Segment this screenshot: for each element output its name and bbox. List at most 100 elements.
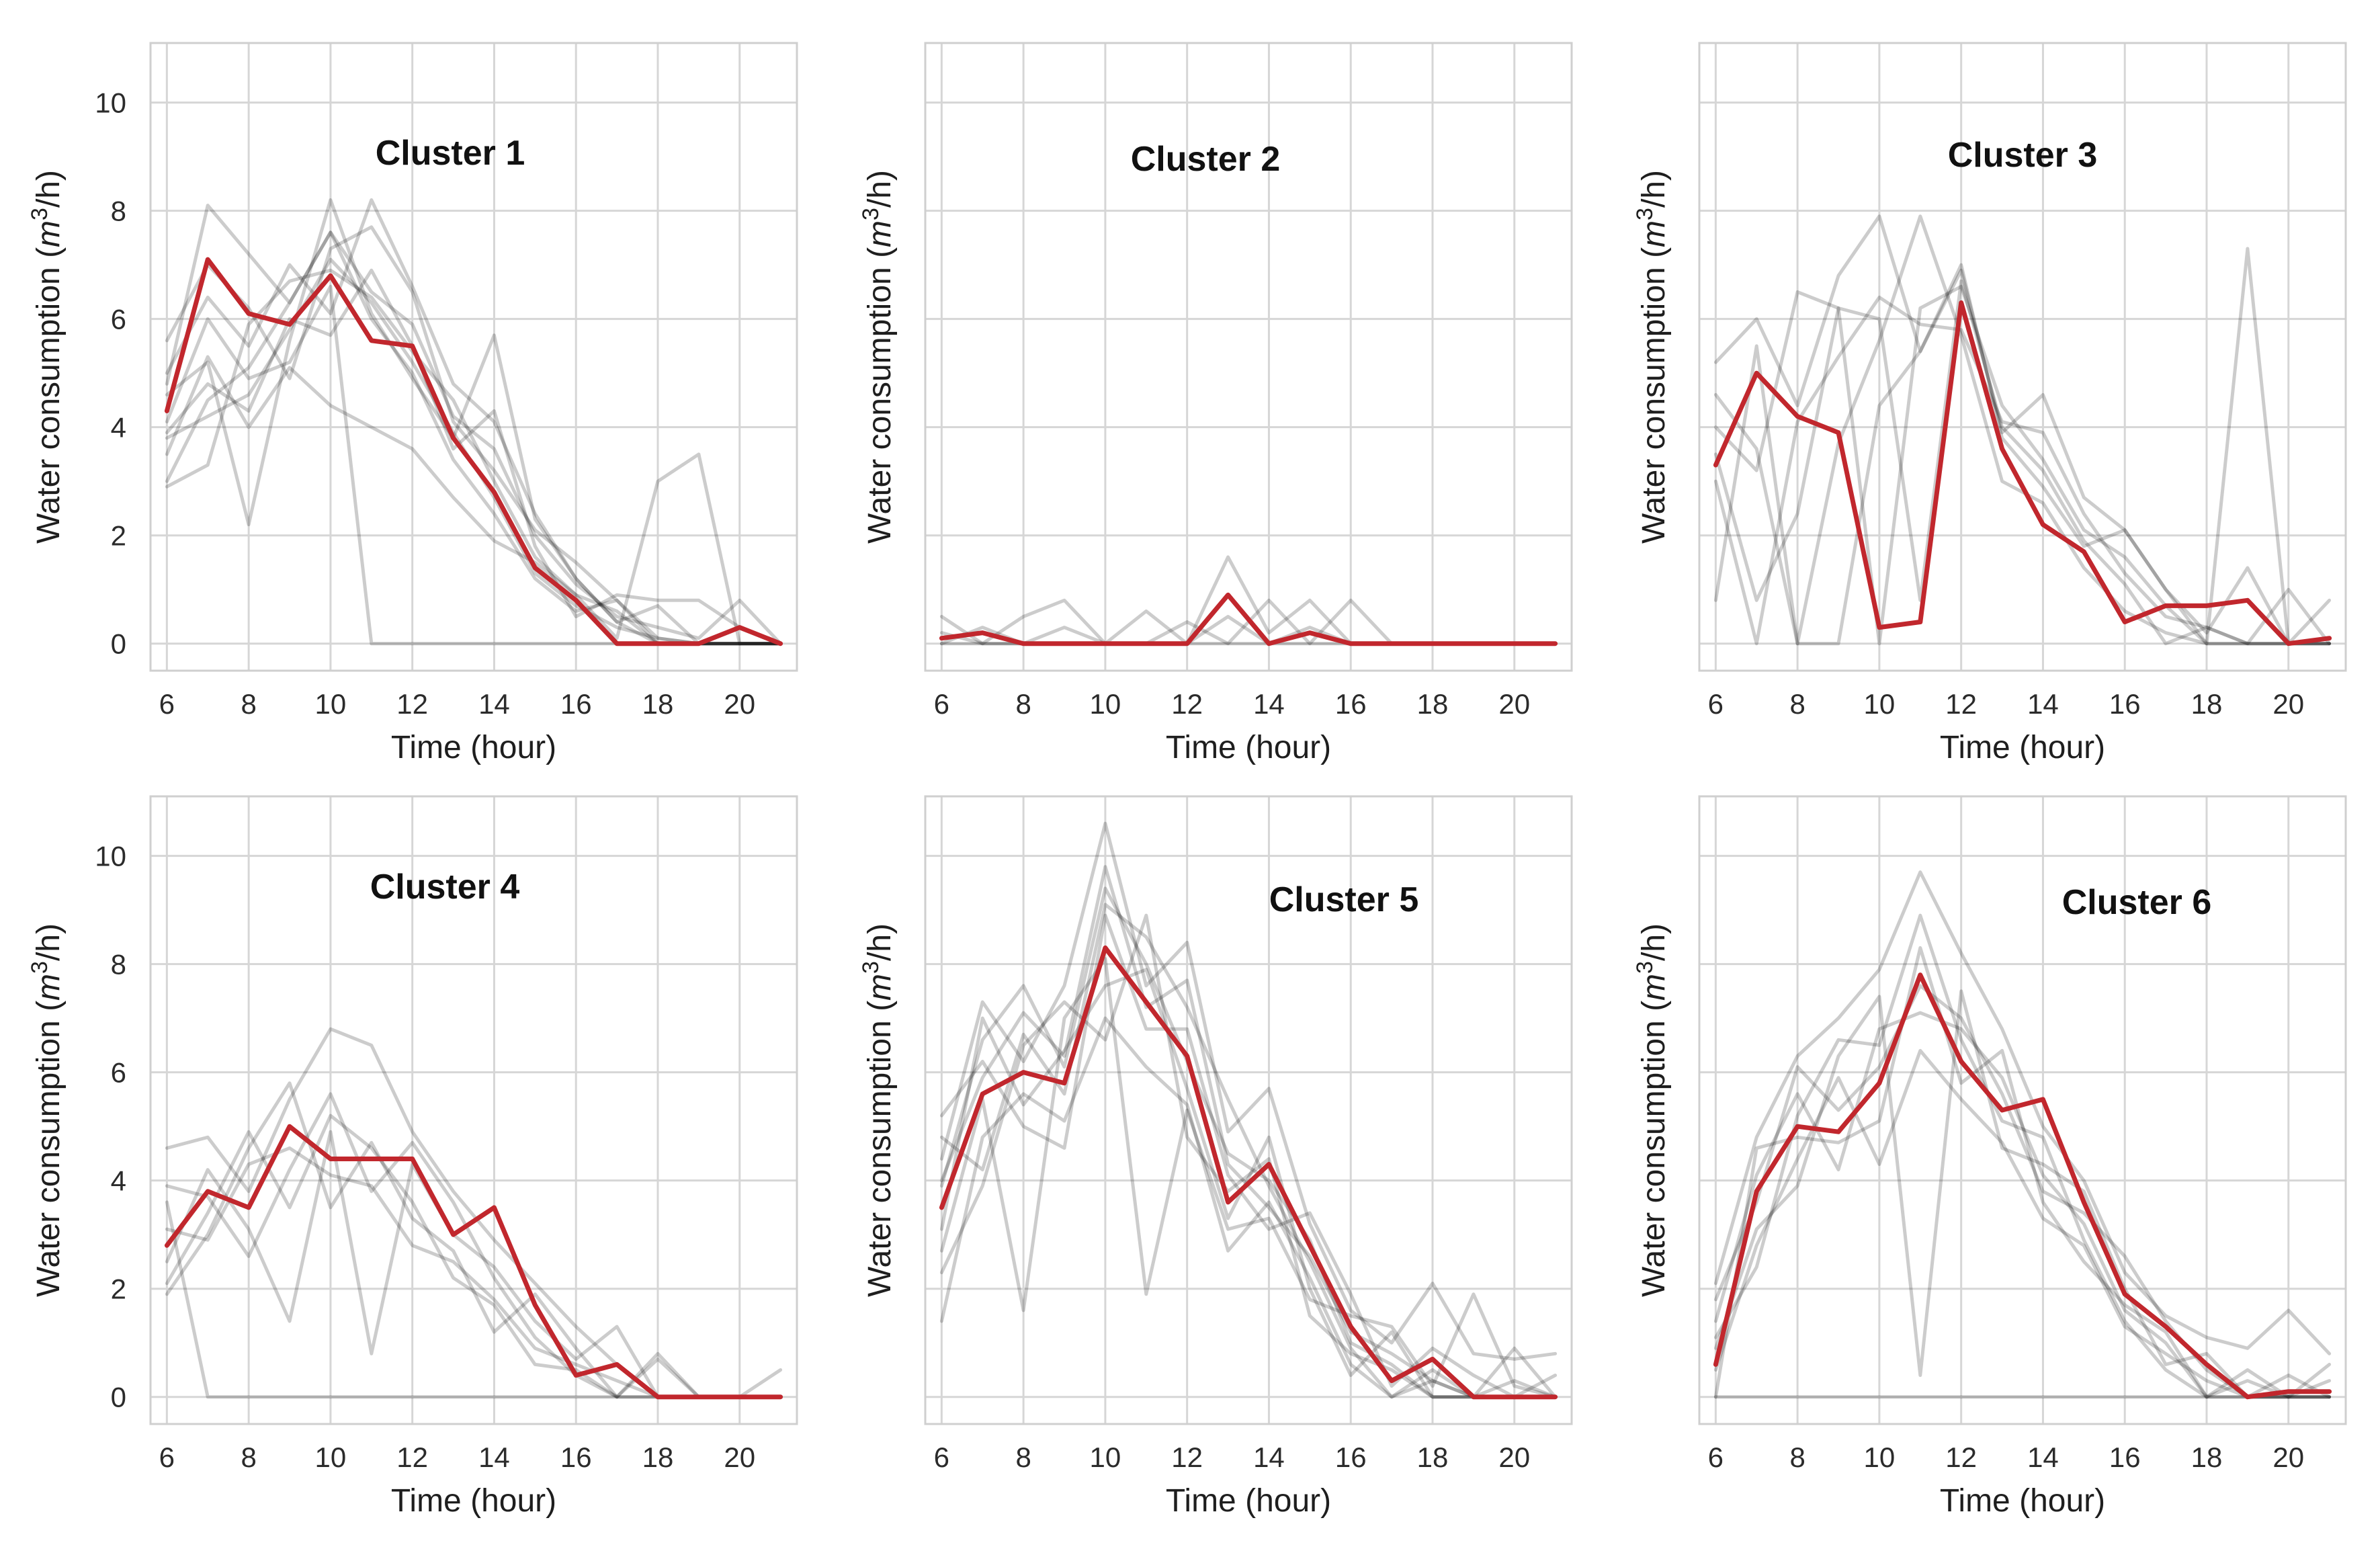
x-axis-label: Time (hour) <box>391 1483 556 1519</box>
series-line-member <box>939 913 1558 1399</box>
x-tick-label: 20 <box>2272 688 2304 720</box>
y-axis-label-suffix: /h) <box>1636 170 1672 208</box>
series-line-representative <box>1713 972 2332 1400</box>
x-tick-label: 10 <box>1864 1441 1896 1473</box>
x-tick-label: 8 <box>241 688 256 720</box>
x-tick-label: 8 <box>1015 688 1031 720</box>
x-tick-label: 12 <box>396 688 428 720</box>
x-tick-label: 16 <box>1335 688 1367 720</box>
series-line-member <box>1713 946 2332 1399</box>
y-axis-label-suffix: /h) <box>31 923 67 961</box>
series-line-representative <box>164 1124 783 1400</box>
series-line-representative <box>1713 300 2332 646</box>
x-tick-label: 18 <box>1417 688 1449 720</box>
plot-area <box>1699 43 2346 671</box>
y-axis-label-text: Water consumption ( <box>1636 1001 1672 1297</box>
x-tick-label: 14 <box>1253 688 1285 720</box>
plot-frame <box>924 42 1573 672</box>
y-axis-label: Water consumption (m3/h) <box>27 923 67 1297</box>
series-line-member <box>939 903 1558 1399</box>
y-tick-label: 10 <box>95 841 126 872</box>
y-tick-label: 4 <box>111 412 126 444</box>
y-tick-label: 6 <box>111 1057 126 1089</box>
x-tick-label: 18 <box>2191 1441 2223 1473</box>
x-tick-label: 18 <box>1417 1441 1449 1473</box>
x-tick-label: 14 <box>478 688 510 720</box>
x-tick-label: 8 <box>1015 1441 1031 1473</box>
series-line-member <box>1713 214 2332 646</box>
x-tick-label: 18 <box>642 688 674 720</box>
x-tick-label: 10 <box>1090 688 1121 720</box>
y-tick-label: 2 <box>111 1273 126 1305</box>
y-tick-label: 0 <box>111 628 126 660</box>
x-tick-label: 20 <box>724 1441 755 1473</box>
plot-area <box>151 43 797 671</box>
series-line-member <box>1713 279 2332 646</box>
y-tick-label: 8 <box>111 949 126 980</box>
series-line-representative <box>164 257 783 646</box>
x-tick-label: 16 <box>2109 1441 2141 1473</box>
series-line-member <box>165 225 783 646</box>
chart-panel-3: 6 8 10 12 14 16 18 20 Time (hour) Water consumpti… <box>1632 42 2347 765</box>
y-axis-label-exponent: 3 <box>27 208 52 220</box>
y-tick-label: 0 <box>111 1382 126 1413</box>
series-line-member <box>165 268 783 646</box>
series-line-member <box>939 1016 1558 1399</box>
x-axis-label: Time (hour) <box>1166 1483 1331 1519</box>
y-axis-label-suffix: /h) <box>1636 923 1672 961</box>
y-axis-label: Water consumption (m3/h) <box>27 170 67 544</box>
x-tick-label: 8 <box>241 1441 256 1473</box>
x-tick-label: 16 <box>2109 688 2141 720</box>
series-line-member <box>165 198 783 646</box>
x-tick-label: 14 <box>2027 688 2059 720</box>
y-axis-label-text: Water consumption ( <box>31 247 67 544</box>
x-axis-label: Time (hour) <box>1940 730 2105 765</box>
y-axis-label: Water consumption (m3/h) <box>1632 923 1672 1297</box>
series-line-member <box>1713 870 2332 1355</box>
x-tick-label: 20 <box>1498 688 1530 720</box>
y-axis-label-suffix: /h) <box>862 170 898 208</box>
x-tick-label: 6 <box>934 1441 949 1473</box>
series-line-representative <box>939 945 1558 1400</box>
grid <box>925 43 1572 671</box>
plot-area <box>925 43 1572 671</box>
x-tick-label: 20 <box>724 688 755 720</box>
x-tick-label: 16 <box>1335 1441 1367 1473</box>
plot-area <box>151 796 797 1424</box>
grid <box>925 796 1572 1424</box>
series-line-member <box>939 957 1558 1399</box>
x-tick-label: 6 <box>1708 688 1724 720</box>
series-line-member <box>1713 247 2332 646</box>
plot-frame <box>149 795 798 1425</box>
x-tick-label: 12 <box>1945 1441 1977 1473</box>
chart-panel-5: 6 8 10 12 14 16 18 20 Time (hour) Water consumpti… <box>858 795 1573 1519</box>
x-tick-label: 18 <box>642 1441 674 1473</box>
x-tick-label: 12 <box>1945 688 1977 720</box>
series-line-member <box>1713 1048 2332 1399</box>
y-axis-label-unit: m <box>1636 974 1672 1001</box>
y-axis-label-text: Water consumption ( <box>1636 247 1672 544</box>
series-line-member <box>939 886 1558 1399</box>
y-axis-label-exponent: 3 <box>858 961 884 974</box>
grid <box>151 796 797 1424</box>
x-tick-label: 12 <box>1171 688 1203 720</box>
x-tick-label: 16 <box>560 688 592 720</box>
x-tick-label: 18 <box>2191 688 2223 720</box>
x-tick-label: 10 <box>1090 1441 1121 1473</box>
plot-frame <box>924 795 1573 1425</box>
x-tick-label: 6 <box>159 1441 175 1473</box>
y-axis-label-unit: m <box>31 974 67 1001</box>
series-line-member <box>939 913 1558 1399</box>
plot-frame <box>1698 795 2347 1425</box>
y-axis-label: Water consumption (m3/h) <box>1632 170 1672 544</box>
x-tick-label: 14 <box>2027 1441 2059 1473</box>
grid <box>1699 43 2346 671</box>
y-tick-label: 2 <box>111 520 126 552</box>
x-tick-label: 6 <box>1708 1441 1724 1473</box>
series-line-member <box>165 1081 783 1399</box>
x-axis-label: Time (hour) <box>1940 1483 2105 1519</box>
y-tick-label: 8 <box>111 196 126 227</box>
plot-area <box>1699 796 2346 1424</box>
y-axis-label-text: Water consumption ( <box>862 1001 898 1297</box>
x-tick-label: 8 <box>1789 1441 1805 1473</box>
